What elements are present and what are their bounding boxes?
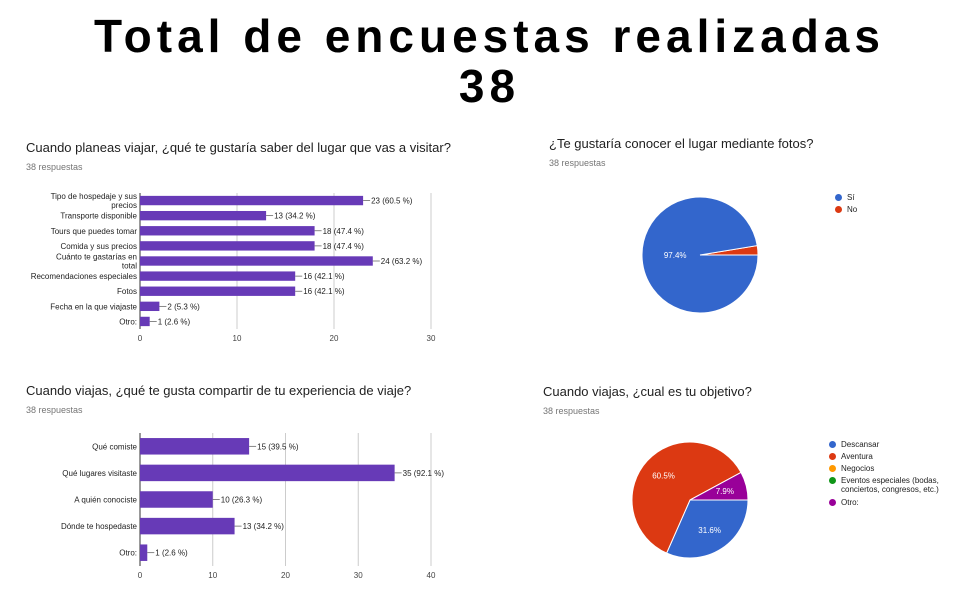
x-tick-label: 0	[138, 334, 143, 343]
bar-4	[140, 517, 235, 535]
data-label: 10 (26.3 %)	[221, 496, 263, 505]
data-label: 15 (39.5 %)	[257, 442, 299, 451]
legend-item: Negocios	[829, 464, 874, 473]
legend-swatch	[829, 477, 836, 484]
legend-label: Sí	[847, 193, 855, 202]
chart2-title: ¿Te gustaría conocer el lugar mediante f…	[549, 136, 814, 151]
legend-item: Aventura	[829, 452, 873, 461]
legend-swatch	[835, 206, 842, 213]
legend-item: Eventos especiales (bodas, conciertos, c…	[829, 476, 961, 494]
pie-slice-descansar	[665, 499, 749, 559]
chart1-title: Cuando planeas viajar, ¿qué te gustaría …	[26, 140, 451, 155]
data-label: 18 (47.4 %)	[323, 242, 365, 251]
pie-slice-si	[641, 196, 759, 314]
pie-slice-aventura	[631, 441, 742, 554]
category-label: Otro:	[119, 549, 137, 558]
legend-label: Aventura	[841, 452, 873, 461]
chart2-pie-chart: 97.4%	[641, 196, 759, 314]
bar-7	[140, 286, 296, 296]
pie-data-label: 31.6%	[698, 526, 721, 535]
legend-item: Otro:	[829, 498, 859, 507]
x-tick-label: 40	[427, 571, 436, 580]
bar-5	[140, 544, 148, 561]
pie-slice-otro:	[689, 471, 749, 501]
bar-9	[140, 316, 150, 327]
category-label: Transporte disponible	[60, 212, 137, 221]
x-tick-label: 30	[354, 571, 363, 580]
bar-3	[140, 226, 315, 236]
x-tick-label: 0	[138, 571, 143, 580]
legend-swatch	[829, 441, 836, 448]
pie-data-label: 97.4%	[664, 251, 687, 260]
category-label: Otro:	[119, 317, 137, 326]
category-label: Recomendaciones especiales	[31, 272, 137, 281]
chart3-bar-chart: 0 10 20 30 40 Qué comiste 15 (39.5 %) Qué lugar…	[61, 433, 445, 580]
x-tick-label: 30	[427, 334, 436, 343]
legend-label: Eventos especiales (bodas, conciertos, c…	[841, 476, 939, 494]
x-tick-label: 10	[233, 334, 242, 343]
bar-8	[140, 301, 160, 312]
chart3-subtitle: 38 respuestas	[26, 405, 83, 415]
legend-swatch	[829, 453, 836, 460]
bar-2	[140, 464, 395, 482]
bar-2	[140, 210, 267, 221]
chart1-bar-chart: 0 10 20 30 Tipo de hospedaje y sus precios 23 …	[31, 192, 436, 343]
legend-label: No	[847, 205, 858, 214]
legend-swatch	[829, 465, 836, 472]
category-label: A quién conociste	[74, 496, 137, 505]
category-label: Qué comiste	[92, 442, 137, 451]
category-label: Tours que puedes tomar	[51, 227, 138, 236]
bar-5	[140, 256, 373, 266]
legend-swatch	[835, 194, 842, 201]
survey-count: 38	[458, 60, 521, 112]
data-label: 24 (63.2 %)	[381, 257, 423, 266]
data-label: 1 (2.6 %)	[158, 317, 191, 326]
category-label: Cuánto te gastarías en total	[56, 253, 137, 271]
pie-data-label: 7.9%	[716, 487, 734, 496]
data-label: 1 (2.6 %)	[155, 549, 188, 558]
category-label: Fotos	[117, 287, 137, 296]
data-label: 13 (34.2 %)	[243, 522, 285, 531]
legend-label: Descansar	[841, 440, 880, 449]
legend-item: Sí	[835, 193, 855, 202]
data-label: 35 (92.1 %)	[403, 469, 445, 478]
legend-item: Descansar	[829, 440, 879, 449]
bar-4	[140, 241, 315, 251]
bar-3	[140, 491, 213, 508]
category-label: Fecha en la que viajaste	[50, 302, 137, 311]
category-label: Qué lugares visitaste	[62, 469, 137, 478]
legend-swatch	[829, 499, 836, 506]
x-tick-label: 20	[330, 334, 339, 343]
chart4-title: Cuando viajas, ¿cual es tu objetivo?	[543, 384, 752, 399]
bar-1	[140, 438, 250, 455]
category-label: Tipo de hospedaje y sus precios	[51, 192, 137, 210]
chart4-pie-chart: 31.6% 60.5% 7.9%	[631, 441, 749, 559]
category-label: Comida y sus precios	[61, 242, 137, 251]
chart4-subtitle: 38 respuestas	[543, 406, 600, 416]
data-label: 13 (34.2 %)	[274, 212, 316, 221]
page-title: Total de encuestas realizadas	[94, 10, 885, 62]
chart1-subtitle: 38 respuestas	[26, 162, 83, 172]
legend-label: Negocios	[841, 464, 875, 473]
x-tick-label: 20	[281, 571, 290, 580]
data-label: 23 (60.5 %)	[371, 197, 413, 206]
chart2-subtitle: 38 respuestas	[549, 158, 606, 168]
data-label: 16 (42.1 %)	[303, 287, 345, 296]
pie-data-label: 60.5%	[652, 472, 675, 481]
chart3-title: Cuando viajas, ¿qué te gusta compartir d…	[26, 383, 412, 398]
x-tick-label: 10	[208, 571, 217, 580]
bar-1	[140, 195, 364, 206]
legend-item: No	[835, 205, 857, 214]
legend-label: Otro:	[841, 498, 859, 507]
data-label: 2 (5.3 %)	[167, 302, 200, 311]
category-label: Dónde te hospedaste	[61, 522, 138, 531]
bar-6	[140, 271, 296, 281]
data-label: 16 (42.1 %)	[303, 272, 345, 281]
data-label: 18 (47.4 %)	[323, 227, 365, 236]
